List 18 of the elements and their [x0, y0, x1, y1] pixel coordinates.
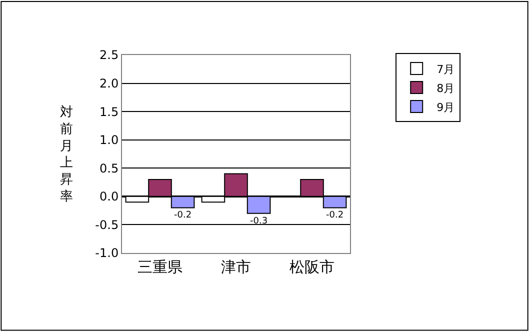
y-tick-label: 0.5 [100, 161, 119, 176]
y-tick-label: 1.0 [100, 133, 119, 148]
legend-label: 8月 [436, 82, 455, 95]
legend-label: 7月 [436, 62, 455, 76]
legend-label: 9月 [436, 100, 455, 114]
y-tick-label: 2.5 [100, 48, 119, 62]
x-tick-label: 三重県 [138, 258, 182, 276]
y-tick-label: 2.0 [100, 76, 119, 90]
data-label: -0.2 [174, 210, 192, 221]
y-tick-label: -1.0 [95, 246, 119, 260]
y-tick-label: -0.5 [95, 218, 119, 232]
x-tick-label: 松阪市 [290, 258, 334, 276]
data-label: -0.3 [250, 216, 268, 226]
data-label: -0.2 [326, 210, 344, 221]
x-tick-label: 津市 [221, 258, 251, 276]
y-tick-label: 1.5 [100, 104, 119, 119]
y-tick-label: 0.0 [100, 190, 119, 204]
y-axis-title: 対前月上昇率 [60, 104, 73, 204]
